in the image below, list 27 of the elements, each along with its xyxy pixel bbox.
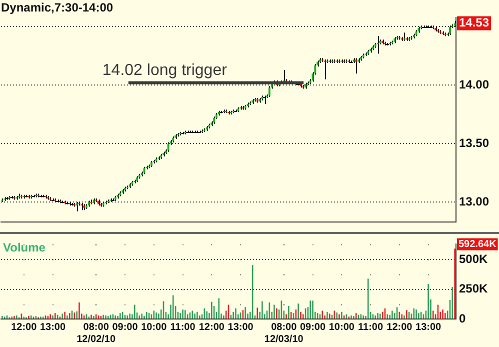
candlestick xyxy=(324,58,326,80)
x-tick-label: 13:00 xyxy=(228,322,254,333)
y-tick-label: 250K xyxy=(459,282,488,296)
candlestick xyxy=(376,36,379,54)
annotation: 14.53 xyxy=(459,16,490,30)
ref-line-label: 14.02 long trigger xyxy=(102,62,228,80)
x-tick-label: 11:00 xyxy=(170,322,196,333)
candlestick xyxy=(167,142,170,152)
x-tick-label: 12:00 xyxy=(11,322,38,333)
x-tick-label: 10:00 xyxy=(141,322,168,333)
chart-title: Dynamic,7:30-14:00 xyxy=(1,0,114,15)
x-tick-label: 11:00 xyxy=(358,322,384,333)
chart-title: Volume xyxy=(3,240,46,255)
x-tick-label: 12:00 xyxy=(198,322,225,333)
y-tick-label: 13.00 xyxy=(459,194,490,208)
x-tick-label: 09:00 xyxy=(112,322,138,333)
x-tick-label: 12:00 xyxy=(386,322,413,333)
candlestick xyxy=(76,201,78,212)
x-tick-label: 13:00 xyxy=(416,322,442,333)
text: 592.64K xyxy=(458,238,498,250)
x-tick-label: 10:00 xyxy=(328,322,355,333)
x-tick-label: 09:00 xyxy=(300,322,326,333)
y-tick-label: 0 xyxy=(459,311,466,326)
y-tick-label: 13.50 xyxy=(459,136,490,150)
y-tick-label: 500K xyxy=(459,252,488,266)
y-tick-label: 14.00 xyxy=(459,77,490,92)
x-tick-label: 13:00 xyxy=(40,322,66,333)
